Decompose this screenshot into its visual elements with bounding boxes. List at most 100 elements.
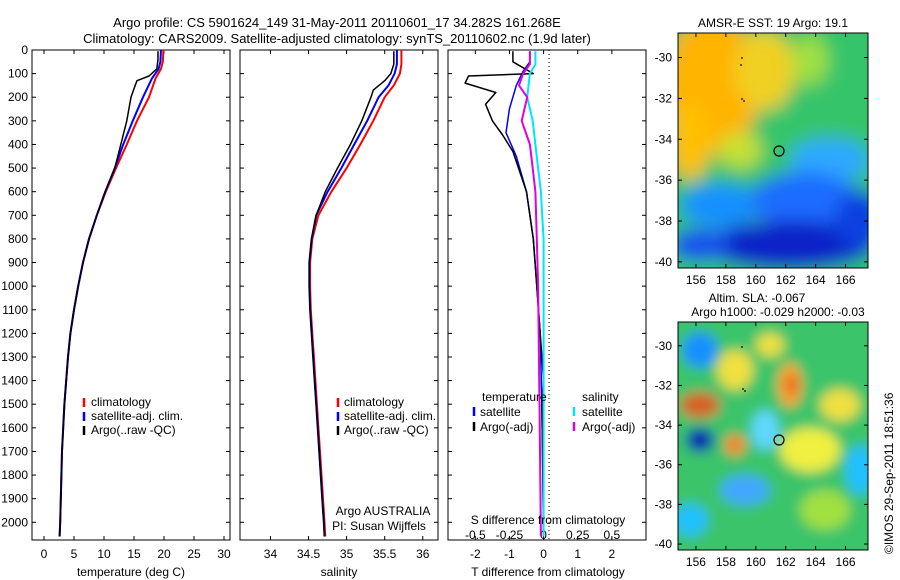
salinity-axes-frame — [239, 49, 439, 541]
x-tick-label: 34 — [264, 547, 278, 561]
x-tick-label: 1 — [574, 547, 581, 561]
difference-series — [464, 51, 545, 537]
legend-heading-temperature: temperature — [482, 390, 547, 404]
lon-tick-label: 156 — [686, 273, 706, 287]
x-tick-label: 35 — [340, 547, 354, 561]
series-satellite-adj-clim- — [58, 49, 162, 537]
x-tick-label: -2 — [470, 547, 481, 561]
lat-tick-label: -36 — [655, 458, 673, 472]
lon-tick-label: 164 — [806, 555, 826, 569]
x-tick-label: 35.5 — [373, 547, 397, 561]
x-tick-label: 15 — [127, 547, 141, 561]
legend-label-climatology: climatology — [344, 395, 404, 409]
lat-tick-label: -30 — [655, 51, 673, 65]
legend-heading-salinity: salinity — [582, 390, 619, 404]
temperature-series — [58, 49, 165, 537]
legend-label-satellite: satellite-adj. clim. — [91, 409, 183, 423]
difference-panel: -2 -1 0 1 2 -0.5 -0.25 0 0.25 0.5 S difference f… — [447, 49, 647, 579]
depth-tick-label: 300 — [8, 114, 28, 128]
salinity-series — [308, 50, 403, 537]
depth-tick-label: 100 — [8, 67, 28, 81]
sla-latitude-axis: -30 -32 -34 -36 -38 -40 — [655, 339, 868, 551]
lon-tick-label: 166 — [836, 555, 856, 569]
x-tick-label: 34.5 — [297, 547, 321, 561]
s-difference-label: S difference from climatology — [471, 513, 626, 527]
sla-longitude-axis: 156 158 160 162 164 166 — [686, 322, 856, 569]
temperature-axes-frame — [31, 49, 231, 541]
sst-longitude-axis: 156 158 160 162 164 166 — [686, 33, 856, 287]
lon-tick-label: 158 — [716, 273, 736, 287]
sst-map-title: AMSR-E SST: 19 Argo: 19.1 — [698, 16, 848, 30]
sst-field — [678, 33, 868, 268]
principal-investigator-label: PI: Susan Wijffels — [332, 519, 426, 533]
lon-tick-label: 162 — [776, 555, 796, 569]
x-tick-label: 10 — [97, 547, 111, 561]
lat-tick-label: -32 — [655, 378, 673, 392]
depth-tick-label: 1000 — [1, 279, 28, 293]
lon-tick-label: 156 — [686, 555, 706, 569]
legend-label-satellite: satellite-adj. clim. — [344, 409, 436, 423]
depth-tick-label: 1300 — [1, 350, 28, 364]
sla-map-subtitle: Argo h1000: -0.029 h2000: -0.03 — [691, 305, 865, 319]
depth-tick-label: 500 — [8, 161, 28, 175]
series-argo-raw-qc- — [308, 51, 395, 537]
depth-tick-label: 1600 — [1, 421, 28, 435]
lat-tick-label: -38 — [655, 214, 673, 228]
sla-map-title: Altim. SLA: -0.067 — [709, 291, 806, 305]
legend-label-temp-satellite: satellite — [480, 405, 521, 419]
depth-tick-label: 1200 — [1, 326, 28, 340]
sst-map-frame — [677, 32, 869, 269]
series-argo-raw-qc- — [58, 51, 159, 537]
lat-tick-label: -34 — [655, 132, 673, 146]
lon-tick-label: 166 — [836, 273, 856, 287]
lat-tick-label: -34 — [655, 418, 673, 432]
lat-tick-label: -30 — [655, 339, 673, 353]
depth-tick-label: 900 — [8, 256, 28, 270]
temperature-panel: 0100200300400500600700800900100011001200… — [1, 43, 231, 579]
legend-label-argo: Argo(..raw -QC) — [344, 423, 429, 437]
x-tick-label: 36 — [416, 547, 430, 561]
depth-tick-label: 2000 — [1, 515, 28, 529]
salinity-legend: climatology satellite-adj. clim. Argo(..… — [336, 395, 436, 437]
lon-tick-label: 160 — [746, 273, 766, 287]
depth-tick-label: 600 — [8, 185, 28, 199]
depth-tick-label: 800 — [8, 232, 28, 246]
s-diff-tick-label: -0.25 — [496, 528, 524, 542]
depth-axis: 0 100 200 300 400 500 600 700 800 900 1000 1100 1200… — [1, 43, 230, 529]
lat-tick-label: -40 — [655, 255, 673, 269]
argo-location-marker — [773, 145, 785, 157]
float-owner-label: Argo AUSTRALIA — [336, 504, 431, 518]
s-diff-tick-label: 0.5 — [604, 528, 621, 542]
depth-tick-label: 1500 — [1, 397, 28, 411]
x-tick-label: 0 — [41, 547, 48, 561]
s-diff-tick-label: -0.5 — [465, 528, 486, 542]
legend-label-temp-argo: Argo(-adj) — [480, 420, 533, 434]
sst-latitude-axis: -30 -32 -34 -36 -38 -40 — [655, 51, 868, 269]
difference-legend: temperature salinity satellite Argo(-adj… — [472, 390, 635, 434]
series-satellite-adj-clim- — [308, 50, 398, 537]
depth-tick-label: 1400 — [1, 374, 28, 388]
lon-tick-label: 164 — [806, 273, 826, 287]
lat-tick-label: -40 — [655, 537, 673, 551]
series-climatology — [309, 50, 403, 537]
series-temperature-argo-adj- — [464, 51, 545, 537]
sla-map: Altim. SLA: -0.067 Argo h1000: -0.029 h2… — [655, 291, 869, 569]
salinity-xlabel: salinity — [321, 565, 358, 579]
x-tick-label: 30 — [217, 547, 231, 561]
series-salinity-satellite — [526, 51, 545, 537]
legend-label-climatology: climatology — [91, 395, 151, 409]
temperature-xlabel: temperature (deg C) — [77, 565, 185, 579]
legend-label-sal-satellite: satellite — [582, 405, 623, 419]
depth-tick-label: 1100 — [2, 303, 28, 317]
salinity-x-axis: 34 34.5 35 35.5 36 — [264, 50, 430, 561]
depth-tick-label: 1700 — [1, 444, 28, 458]
sla-field — [678, 322, 868, 550]
depth-tick-label: 200 — [8, 90, 28, 104]
figure-title-line2: Climatology: CARS2009. Satellite-adjuste… — [83, 31, 591, 46]
lon-tick-label: 158 — [716, 555, 736, 569]
s-diff-tick-label: 0.25 — [566, 528, 590, 542]
salinity-panel: 34 34.5 35 35.5 36 salinity climatology sate… — [239, 49, 439, 579]
depth-tick-label: 1800 — [1, 468, 28, 482]
sla-map-frame — [677, 321, 869, 551]
difference-depth-ticks — [448, 49, 646, 523]
